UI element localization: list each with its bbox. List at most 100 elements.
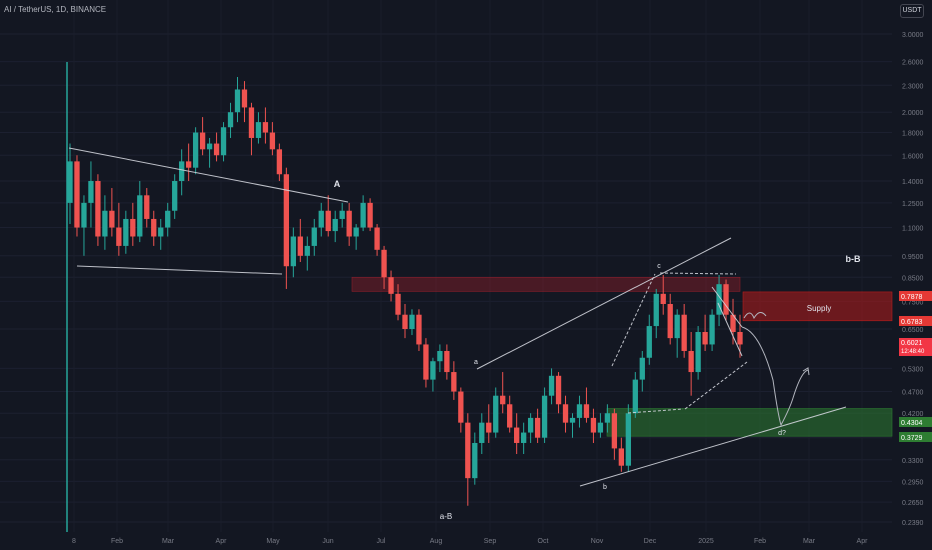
candle-body: [702, 331, 708, 345]
candle-body: [430, 361, 436, 380]
candle-body: [416, 314, 422, 345]
price-tick-label: 1.2500: [902, 201, 924, 208]
candle-body: [297, 236, 303, 256]
candle-body: [144, 195, 150, 219]
currency-button[interactable]: USDT: [900, 4, 924, 18]
candle-body: [534, 417, 541, 438]
candle-body: [660, 293, 666, 304]
price-badge: [899, 316, 932, 326]
candle-body: [541, 395, 548, 438]
candle-body: [688, 350, 694, 373]
annotation-label: d?: [778, 430, 786, 437]
candle-body: [500, 395, 506, 405]
candle-body: [102, 210, 108, 237]
candle-body: [311, 227, 317, 246]
candle-body: [709, 314, 715, 345]
candle-body: [409, 314, 415, 330]
zone-old-supply: [351, 276, 741, 292]
price-tick-label: 1.4000: [902, 179, 924, 186]
candle-body: [507, 404, 513, 428]
candle-body: [67, 161, 73, 203]
time-tick-label: Mar: [162, 538, 175, 545]
candle-body: [569, 417, 576, 423]
candle-body: [130, 218, 136, 237]
candle-body: [269, 132, 276, 150]
candle-body: [255, 122, 262, 138]
candle-body: [123, 218, 129, 246]
candle-body: [514, 427, 520, 443]
candle-body: [353, 227, 359, 237]
candle-body: [737, 331, 743, 345]
candle-body: [227, 112, 234, 128]
wedge-upper-line: [711, 286, 743, 328]
candle-body: [723, 284, 729, 315]
price-tick-label: 2.3000: [902, 83, 924, 90]
candle-body: [318, 210, 324, 228]
candle-body: [88, 181, 94, 203]
price-tick-label: 0.4200: [902, 411, 924, 418]
time-tick-label: Feb: [754, 538, 766, 545]
candle-body: [465, 422, 471, 479]
price-badge: [899, 432, 932, 442]
price-axis[interactable]: 3.0000 2.6000 2.3000 2.0000 1.8000 1.6000 1.40…: [893, 0, 932, 550]
candle-body: [332, 218, 338, 232]
annotation-label: c: [657, 263, 661, 270]
candle-body: [325, 210, 331, 232]
candle-body: [206, 143, 213, 150]
candle-body: [618, 448, 625, 466]
candle-body: [493, 395, 499, 433]
candle-body: [374, 227, 380, 250]
candle-body: [283, 174, 290, 267]
dashed-right-line: [684, 361, 748, 410]
candle-body: [632, 379, 638, 414]
candle-body: [290, 236, 296, 267]
candle-body: [199, 132, 206, 150]
annotation-label: a-B: [440, 512, 452, 521]
candle-body: [562, 404, 569, 423]
dashed-left-line: [611, 273, 656, 367]
candle-body: [172, 181, 178, 211]
candle-body: [583, 404, 590, 418]
time-tick-label: Jun: [322, 538, 333, 545]
price-badge: [899, 417, 932, 427]
candle-body: [304, 245, 310, 256]
channel-lower-line: [579, 406, 847, 487]
zone-Supply: [742, 291, 893, 322]
candle-body: [220, 127, 227, 156]
candle-body: [611, 413, 618, 449]
candle-body: [213, 143, 220, 156]
triangle-upper-line: [68, 147, 349, 203]
candle-body: [192, 132, 199, 168]
annotation-label: b-B: [846, 254, 861, 264]
candle-body: [185, 161, 192, 168]
candle-body: [116, 227, 122, 246]
dashed-bottom-line: [627, 408, 684, 414]
projection-arrow: [802, 367, 810, 376]
candle-body: [527, 417, 534, 433]
candle-body: [667, 303, 673, 339]
price-axis-bg: [893, 0, 932, 550]
time-tick-label: Apr: [216, 538, 228, 545]
candle-body: [276, 149, 283, 175]
symbol-title: AI / TetherUS, 1D, BINANCE: [4, 5, 107, 14]
dashed-top-line: [659, 272, 737, 275]
trend-lines: [68, 147, 847, 487]
candle-body: [179, 161, 185, 182]
price-badge-value: 0.7878: [901, 294, 923, 301]
candle-body: [151, 218, 157, 237]
candle-body: [520, 432, 527, 443]
candle-body: [646, 326, 652, 358]
candle-body: [555, 375, 562, 405]
grid: [0, 33, 892, 523]
candle-body: [339, 210, 345, 219]
price-badge: [899, 338, 932, 356]
time-tick-label: Feb: [111, 538, 123, 545]
time-axis[interactable]: 8 Feb Mar Apr May Jun Jul Aug Sep Oct Nov Dec 2025 Fe…: [72, 538, 868, 545]
price-tick-label: 2.6000: [902, 60, 924, 67]
candle-body: [590, 417, 597, 433]
candle-body: [479, 422, 485, 443]
candle-body: [472, 442, 478, 479]
candle-body: [395, 293, 401, 315]
